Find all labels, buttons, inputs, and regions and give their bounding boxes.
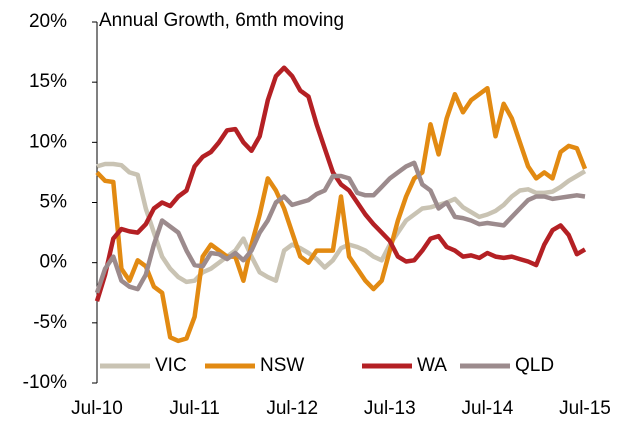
legend-label: NSW [260,355,304,376]
x-tick-label: Jul-13 [364,398,416,419]
x-tick-label: Jul-11 [169,398,219,419]
x-tick-label: Jul-10 [71,398,123,419]
y-tick-label: 20% [29,11,67,32]
y-tick-label: -10% [23,372,67,393]
y-tick-label: 5% [40,192,68,213]
chart-title: Annual Growth, 6mth moving [99,10,344,31]
series-line [96,161,587,285]
y-tick-label: 0% [40,252,68,273]
legend-label: QLD [515,355,554,376]
x-tick-label: Jul-12 [266,398,318,419]
y-tick-label: -5% [33,312,67,333]
series-line [94,65,587,302]
x-tick-label: Jul-15 [559,398,611,419]
series-line [95,85,588,344]
y-tick-label: 10% [29,131,67,152]
y-tick-label: 15% [29,71,67,92]
legend-label: VIC [155,355,187,376]
legend-label: WA [417,355,447,376]
x-tick-label: Jul-14 [462,398,514,419]
series-line [94,160,586,294]
